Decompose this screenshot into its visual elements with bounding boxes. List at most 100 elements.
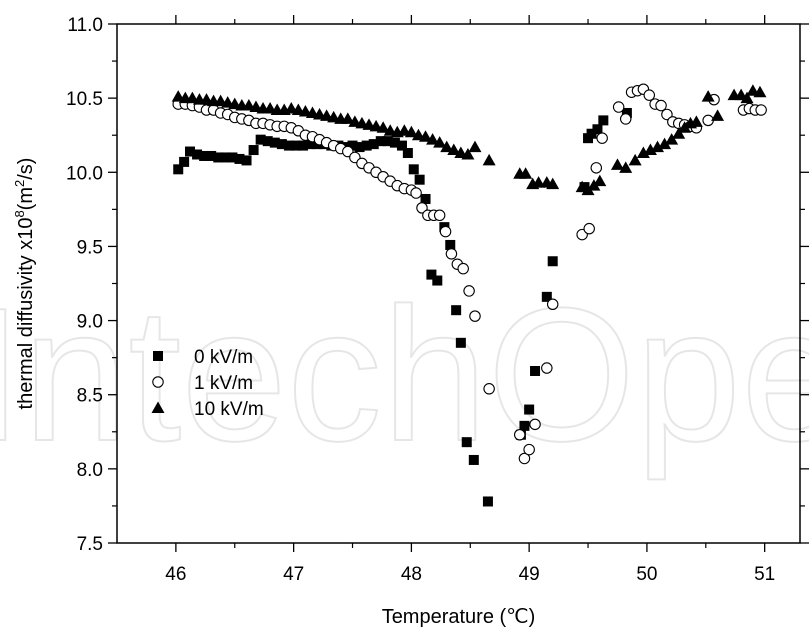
data-point [404,125,418,138]
data-point [583,222,595,235]
x-tick-label: 46 [165,564,186,585]
data-point [469,310,481,322]
data-point [740,91,754,104]
data-point [643,143,657,156]
data-point [468,140,482,153]
data-point [305,139,316,150]
watermark: IntechOpen [0,269,809,481]
y-tick-label: 10.5 [66,89,103,110]
data-point [513,429,526,441]
y-tick-label: 10.0 [66,163,103,184]
data-point [651,140,665,153]
data-point [665,133,679,145]
legend-marker [152,376,164,388]
y-tick-label: 9.0 [77,312,103,333]
data-point [179,156,190,167]
data-point [621,107,632,118]
data-point [447,143,461,156]
data-point [433,209,446,222]
y-axis-label: thermal diffusivity x108(m2/s) [12,158,37,410]
data-point [519,167,533,179]
data-point [658,137,672,150]
data-point [414,174,425,185]
data-point [376,121,390,133]
x-axis-label: Temperature (℃) [382,606,536,628]
data-point [213,152,224,163]
data-point [628,153,642,166]
data-point [451,305,462,316]
data-point [416,202,428,214]
data-point [678,121,692,133]
legend-marker [153,351,163,361]
data-point [661,108,673,121]
data-point [461,437,472,448]
data-point [185,146,196,157]
data-point [530,365,541,376]
data-point [541,291,552,302]
data-point [426,269,437,280]
data-point [711,109,725,121]
y-tick-label: 9.5 [77,237,103,258]
y-tick-label: 11.0 [67,15,103,36]
data-point [483,383,495,395]
data-point [408,164,419,175]
data-point [262,136,273,147]
x-tick-label: 51 [754,564,775,585]
y-tick-label: 8.5 [77,386,103,407]
data-point [482,153,496,166]
data-point [199,150,210,161]
data-point [402,148,413,159]
data-point [433,136,447,148]
data-point [596,132,608,144]
data-point [440,140,454,153]
data-point [532,176,546,188]
data-point [546,298,559,311]
data-point [482,496,493,507]
data-point [468,454,479,465]
data-point [592,124,603,135]
data-point [581,183,595,196]
x-tick-label: 49 [519,564,540,585]
data-point [541,362,553,374]
data-point [269,137,280,148]
data-point [368,139,379,150]
y-tick-label: 8.0 [77,460,103,481]
data-point [439,225,452,238]
data-point [389,137,400,148]
data-point [610,158,624,170]
data-point [206,150,217,161]
data-point [220,152,231,163]
data-point [461,147,475,160]
data-point [445,239,456,250]
x-tick-label: 48 [401,564,422,585]
x-tick-label: 47 [283,564,304,585]
legend-marker [151,401,165,413]
data-point [672,127,686,139]
data-point [361,140,372,151]
data-point [420,193,431,204]
data-point [283,140,294,151]
data-point [445,248,458,260]
x-tick-label: 50 [636,564,657,585]
data-point [248,145,259,156]
data-point [590,162,603,174]
data-point [547,256,558,267]
data-point [375,136,386,147]
data-point [432,275,443,286]
data-point [382,136,393,147]
legend: 0 kV/m 1 kV/m 10 kV/m [151,347,264,420]
data-point [227,152,238,163]
data-point [636,146,650,159]
legend-label: 1 kV/m [194,373,253,394]
data-point [341,112,355,124]
data-point [290,140,301,151]
data-point [192,149,203,160]
data-point [410,187,422,199]
data-point [255,134,266,145]
data-point [457,262,469,275]
data-point [519,420,530,431]
data-point [643,89,656,101]
y-tick-label: 7.5 [77,534,103,555]
data-point [612,101,625,113]
